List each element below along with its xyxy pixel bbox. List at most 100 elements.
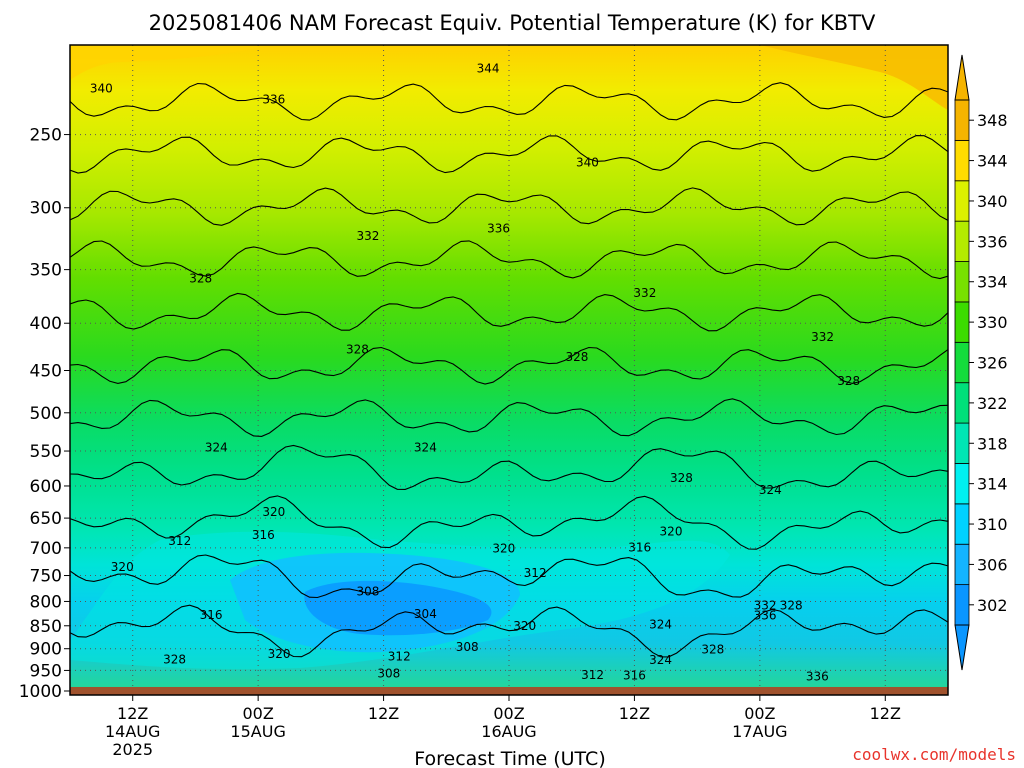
x-tick-label: 00Z — [242, 704, 273, 723]
warm-corner-right — [760, 45, 948, 110]
contour-label: 324 — [649, 653, 672, 667]
ground-surface — [70, 686, 948, 695]
y-tick-label: 800 — [30, 592, 62, 612]
colorbar-box — [954, 99, 970, 141]
contour-line-344 — [70, 82, 948, 121]
x-tick-label: 15AUG — [230, 722, 285, 741]
contour-line-312 — [70, 495, 948, 550]
contour-label: 312 — [168, 534, 191, 548]
colorbar-box — [954, 422, 970, 464]
y-tick-label: 550 — [30, 442, 62, 462]
colorbar-box — [954, 220, 970, 262]
contour-label: 340 — [90, 82, 113, 96]
y-tick-label: 850 — [30, 617, 62, 637]
warm-corner-left — [70, 45, 270, 80]
contour-label: 328 — [780, 598, 803, 612]
y-tick-label: 500 — [30, 404, 62, 424]
contour-label: 312 — [524, 566, 547, 580]
y-tick-label: 1000 — [19, 682, 62, 702]
contour-label: 332 — [356, 229, 379, 243]
colorbar-box — [954, 382, 970, 424]
colorbar-box — [954, 584, 970, 626]
contour-label: 320 — [513, 619, 536, 633]
contour-label: 316 — [623, 668, 646, 682]
contour-label: 324 — [205, 440, 228, 454]
contour-line-324 — [70, 346, 948, 385]
x-tick-label: 12Z — [368, 704, 399, 723]
colorbar-label: 302 — [977, 596, 1008, 615]
contour-label: 332 — [633, 286, 656, 300]
contour-line-320 — [70, 398, 948, 437]
contour-label: 344 — [477, 61, 500, 75]
contour-label: 336 — [754, 609, 777, 623]
x-tick-label: 12Z — [870, 704, 901, 723]
y-tick-label: 650 — [30, 509, 62, 529]
colorbar-label: 334 — [977, 273, 1008, 292]
y-tick-label: 400 — [30, 314, 62, 334]
contour-lines — [70, 82, 948, 658]
contour-label: 308 — [356, 584, 379, 598]
contour-label: 320 — [268, 647, 291, 661]
colorbar-top-arrow — [954, 54, 970, 101]
colorbar: 302 306 310 314 318 322 326 330 334 336 340 344 348 — [954, 54, 1008, 671]
y-tick-label: 900 — [30, 640, 62, 660]
contour-label: 332 — [754, 598, 777, 612]
contour-label: 312 — [388, 650, 411, 664]
contour-label: 336 — [487, 222, 510, 236]
chart-title: 2025081406 NAM Forecast Equiv. Potential… — [149, 11, 876, 35]
contour-label: 324 — [414, 440, 437, 454]
colorbar-label: 322 — [977, 394, 1008, 413]
contour-label: 324 — [759, 483, 782, 497]
contour-label: 328 — [670, 471, 693, 485]
x-tick-label: 12Z — [117, 704, 148, 723]
colorbar-label: 330 — [977, 313, 1008, 332]
y-tick-label: 250 — [30, 126, 62, 146]
contour-label: 328 — [565, 350, 588, 364]
y-tick-label: 350 — [30, 261, 62, 281]
contour-label: 328 — [837, 374, 860, 388]
contour-line-308 — [70, 554, 948, 599]
colorbar-label: 348 — [977, 111, 1008, 130]
contour-line-340 — [70, 135, 948, 174]
x-tick-label: 00Z — [493, 704, 524, 723]
contour-line-332 — [70, 240, 948, 280]
colorbar-label: 314 — [977, 475, 1008, 494]
contour-label: 320 — [660, 524, 683, 538]
credit-text: coolwx.com/models — [852, 745, 1016, 764]
contour-label: 316 — [252, 528, 275, 542]
contour-line-316 — [70, 444, 948, 490]
contour-label: 316 — [200, 608, 223, 622]
y-tick-label: 950 — [30, 661, 62, 681]
colorbar-bottom-arrow — [954, 624, 970, 671]
contour-line-336 — [70, 187, 948, 226]
colorbar-box — [954, 180, 970, 222]
contour-label: 308 — [456, 640, 479, 654]
x-tick-label: 2025 — [112, 740, 153, 759]
colorbar-label: 310 — [977, 515, 1008, 534]
colorbar-box — [954, 341, 970, 384]
contour-label: 316 — [628, 540, 651, 554]
y-axis: 250 300 350 400 450 500 550 600 650 700 750 800 850 9… — [19, 126, 70, 702]
colorbar-label: 336 — [977, 232, 1008, 251]
contour-label: 332 — [811, 330, 834, 344]
contour-label: 324 — [649, 617, 672, 631]
contour-label: 328 — [163, 653, 186, 667]
y-tick-label: 300 — [30, 199, 62, 219]
contour-label: 320 — [262, 505, 285, 519]
colorbar-box — [954, 543, 970, 586]
colorbar-label: 344 — [977, 152, 1008, 171]
colorbar-box — [954, 503, 970, 545]
colorbar-label: 306 — [977, 555, 1008, 574]
x-tick-label: 17AUG — [732, 722, 787, 741]
colorbar-box — [954, 139, 970, 182]
x-tick-label: 14AUG — [105, 722, 160, 741]
cold-pool-core — [304, 580, 492, 636]
contour-label: 304 — [414, 607, 437, 621]
contour-label: 328 — [701, 643, 724, 657]
colorbar-label: 318 — [977, 434, 1008, 453]
contour-line-304 — [70, 604, 948, 658]
contour-label: 320 — [111, 560, 134, 574]
